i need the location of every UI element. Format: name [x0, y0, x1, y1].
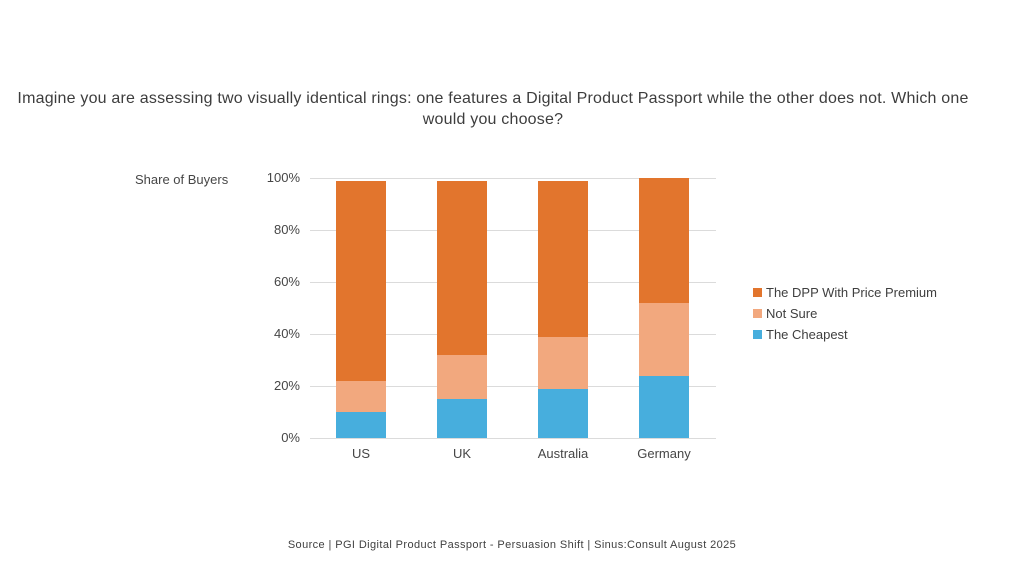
x-axis-label-us: US	[351, 446, 371, 461]
plot-area	[310, 177, 716, 439]
legend-label: The DPP With Price Premium	[766, 285, 937, 300]
gridline-20	[310, 385, 716, 387]
legend-label: The Cheapest	[766, 327, 848, 342]
segment-not-sure	[437, 354, 487, 399]
segment-not-sure	[639, 302, 689, 376]
y-tick-label: 0%	[281, 430, 300, 445]
x-axis-label-australia: Australia	[537, 446, 589, 461]
source-caption: Source | PGI Digital Product Passport - …	[287, 539, 737, 551]
x-axis-label-uk: UK	[452, 446, 472, 461]
legend-label: Not Sure	[766, 306, 818, 321]
gridline-40	[310, 333, 716, 335]
segment-the-cheapest	[538, 388, 588, 438]
x-axis-label-germany: Germany	[637, 446, 691, 461]
y-tick-label: 60%	[273, 274, 300, 289]
y-tick-label: 40%	[273, 326, 300, 341]
segment-not-sure	[538, 336, 588, 389]
segment-not-sure	[336, 380, 386, 412]
segment-the-cheapest	[336, 412, 386, 438]
y-tick-label: 80%	[273, 222, 300, 237]
legend-swatch-icon	[753, 288, 762, 297]
bar-us	[336, 180, 386, 438]
gridline-60	[310, 281, 716, 283]
y-tick-label: 20%	[273, 378, 300, 393]
legend-item: The DPP With Price Premium	[753, 282, 937, 303]
y-tick-label: 100%	[266, 170, 300, 185]
legend-swatch-icon	[753, 309, 762, 318]
legend-item: The Cheapest	[753, 324, 937, 345]
gridline-80	[310, 229, 716, 231]
bar-australia	[538, 180, 588, 438]
legend-swatch-icon	[753, 330, 762, 339]
chart-title: Imagine you are assessing two visually i…	[17, 90, 969, 128]
gridline-100	[310, 177, 716, 179]
legend: The DPP With Price Premium Not Sure The Ch…	[753, 282, 937, 345]
segment-the-dpp-with-price-premium	[538, 180, 588, 337]
segment-the-dpp-with-price-premium	[437, 180, 487, 355]
y-axis-title: Share of Buyers	[135, 172, 229, 187]
bar-uk	[437, 180, 487, 438]
segment-the-cheapest	[437, 399, 487, 438]
segment-the-dpp-with-price-premium	[336, 180, 386, 381]
gridline-0	[310, 437, 716, 439]
legend-item: Not Sure	[753, 303, 937, 324]
segment-the-cheapest	[639, 375, 689, 438]
bar-germany	[639, 178, 689, 438]
segment-the-dpp-with-price-premium	[639, 178, 689, 303]
